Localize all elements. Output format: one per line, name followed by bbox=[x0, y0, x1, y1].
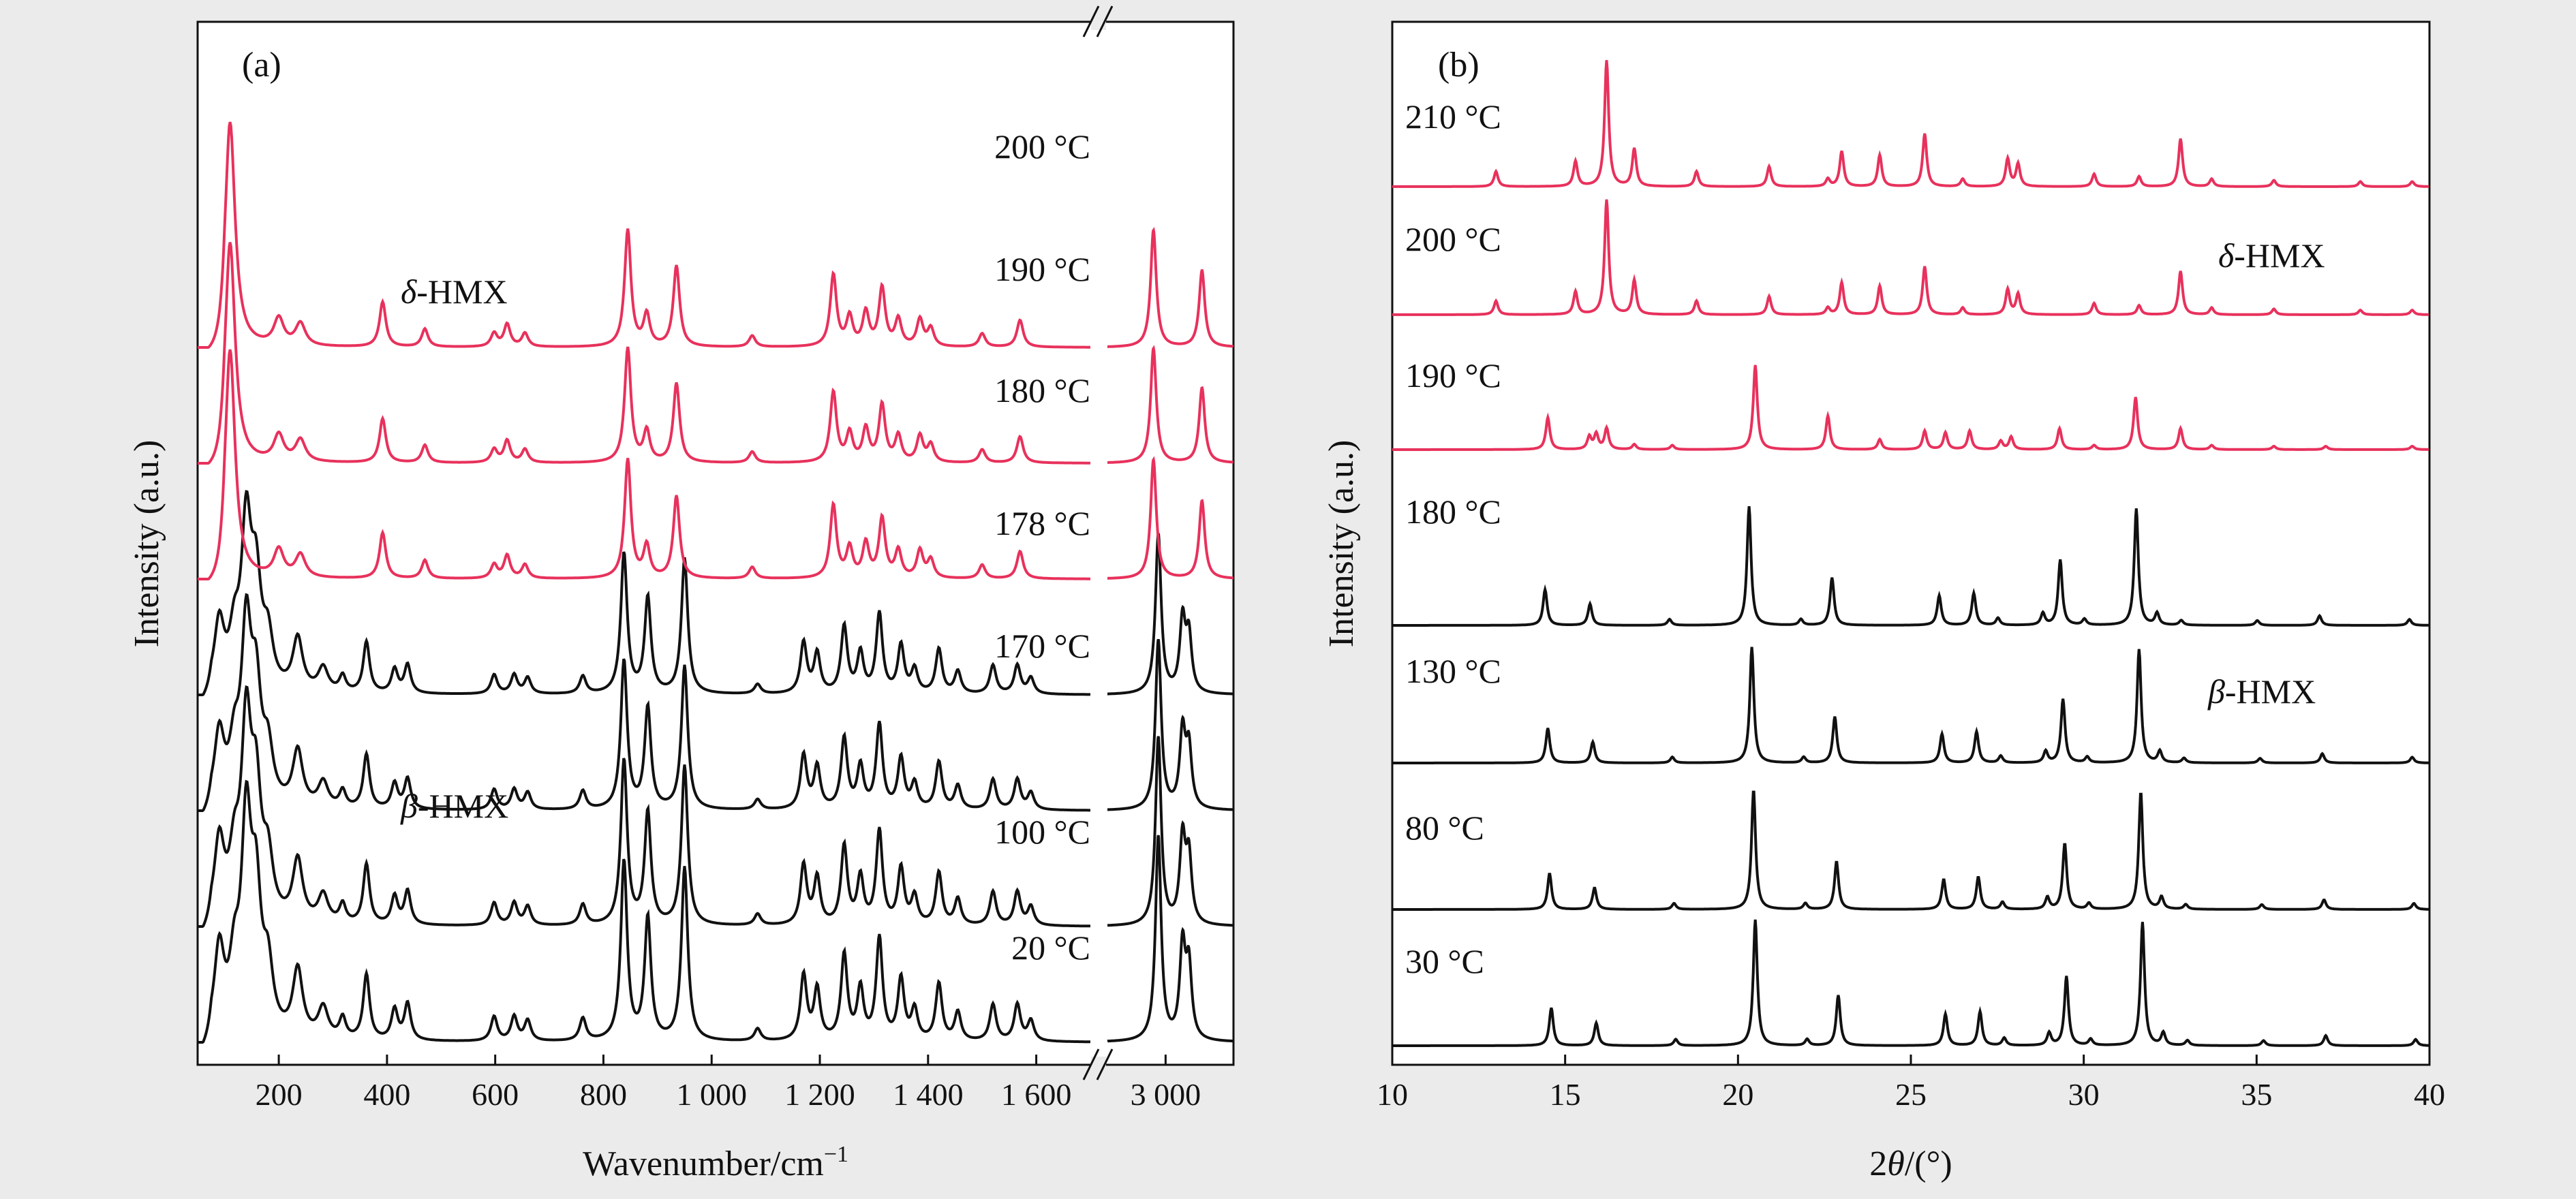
xrd-series-190C bbox=[1392, 364, 2429, 451]
xrd-series-130C bbox=[1392, 647, 2429, 764]
xrd-series-80C bbox=[1392, 790, 2429, 911]
raman-series-label: 200 °C bbox=[994, 127, 1090, 166]
xrd-series-180C bbox=[1392, 505, 2429, 627]
panel-b-ylabel: Intensity (a.u.) bbox=[1322, 440, 1361, 648]
axis-break-mark bbox=[1082, 5, 1100, 37]
raman-series-178C-left bbox=[198, 490, 1090, 696]
raman-xtick-label: 1 400 bbox=[893, 1077, 964, 1112]
axis-break-mark bbox=[1096, 1048, 1114, 1080]
xrd-series-label: 200 °C bbox=[1405, 220, 1501, 258]
raman-series-178C-right bbox=[1107, 533, 1234, 696]
raman-xtick-label: 1 600 bbox=[1001, 1077, 1072, 1112]
raman-series-label: 20 °C bbox=[1011, 929, 1090, 967]
raman-xtick-label: 200 bbox=[256, 1077, 303, 1112]
raman-series-170C-right bbox=[1107, 638, 1234, 811]
raman-xtick-label: 1 000 bbox=[676, 1077, 747, 1112]
raman-series-label: 178 °C bbox=[994, 504, 1090, 542]
raman-series-200C-left bbox=[198, 121, 1090, 349]
panel-b-frame bbox=[1391, 20, 2431, 1066]
xrd-delta-hmx-label: δ-HMX bbox=[2218, 236, 2325, 275]
panel-b-xlabel: 2θ/(°) bbox=[1869, 1144, 1952, 1183]
raman-series-label: 100 °C bbox=[994, 813, 1090, 851]
xrd-xtick-label: 20 bbox=[1722, 1077, 1753, 1112]
axis-break-mark bbox=[1096, 5, 1114, 37]
panel-b-label: (b) bbox=[1438, 46, 1479, 84]
xrd-series-label: 190 °C bbox=[1405, 356, 1501, 394]
axis-break-mark bbox=[1082, 1048, 1100, 1080]
xrd-series-30C bbox=[1392, 919, 2429, 1047]
xrd-series-label: 210 °C bbox=[1405, 97, 1501, 136]
raman-series-190C-right bbox=[1107, 345, 1233, 464]
raman-xtick-label: 1 200 bbox=[784, 1077, 855, 1112]
xrd-xtick-label: 35 bbox=[2241, 1077, 2272, 1112]
raman-series-200C-right bbox=[1107, 227, 1234, 348]
raman-xtick-label: 3 000 bbox=[1131, 1077, 1201, 1112]
raman-series-20C-right bbox=[1107, 835, 1233, 1043]
raman-series-170C-left bbox=[198, 593, 1090, 812]
raman-series-190C-left bbox=[198, 242, 1090, 465]
panel-a-label: (a) bbox=[242, 46, 281, 84]
raman-series-180C-right bbox=[1107, 456, 1233, 580]
xrd-series-label: 130 °C bbox=[1405, 652, 1501, 690]
xrd-xtick-label: 40 bbox=[2414, 1077, 2445, 1112]
xrd-xtick-label: 15 bbox=[1550, 1077, 1581, 1112]
panel-a-ylabel: Intensity (a.u.) bbox=[127, 440, 166, 648]
xrd-series-label: 180 °C bbox=[1405, 493, 1501, 531]
xrd-xtick-label: 30 bbox=[2068, 1077, 2100, 1112]
xrd-series-label: 80 °C bbox=[1405, 809, 1484, 847]
raman-xtick-label: 400 bbox=[363, 1077, 410, 1112]
xrd-series-label: 30 °C bbox=[1405, 942, 1484, 980]
panel-a-frame bbox=[196, 20, 1235, 1066]
panel-a: (a) 200 400 600 800 1 000 1 200 1 400 1 600 3 00… bbox=[127, 5, 1235, 1183]
panel-a-xlabel: Wavenumber/cm−1 bbox=[583, 1142, 848, 1183]
raman-series-180C-left bbox=[198, 349, 1090, 580]
raman-series-100C-left bbox=[198, 685, 1090, 928]
raman-xtick-label: 600 bbox=[472, 1077, 519, 1112]
raman-series-label: 190 °C bbox=[994, 250, 1090, 288]
raman-xtick-label: 800 bbox=[580, 1077, 627, 1112]
raman-series-label: 180 °C bbox=[994, 371, 1090, 409]
raman-delta-hmx-label: δ-HMX bbox=[401, 272, 508, 311]
xrd-xtick-label: 25 bbox=[1895, 1077, 1927, 1112]
raman-beta-hmx-label: β-HMX bbox=[400, 787, 508, 825]
raman-series-label: 170 °C bbox=[994, 627, 1090, 665]
raman-series-20C-left bbox=[198, 779, 1090, 1044]
raman-series-100C-right bbox=[1107, 736, 1233, 927]
xrd-series-210C bbox=[1392, 60, 2429, 188]
panel-b: (b) 10 15 20 25 30 35 40 30 °C 80 °C 130 °C 180 °… bbox=[1322, 20, 2445, 1183]
xrd-series-200C bbox=[1392, 199, 2429, 316]
xrd-beta-hmx-label: β-HMX bbox=[2207, 672, 2316, 711]
xrd-xtick-label: 10 bbox=[1377, 1077, 1408, 1112]
